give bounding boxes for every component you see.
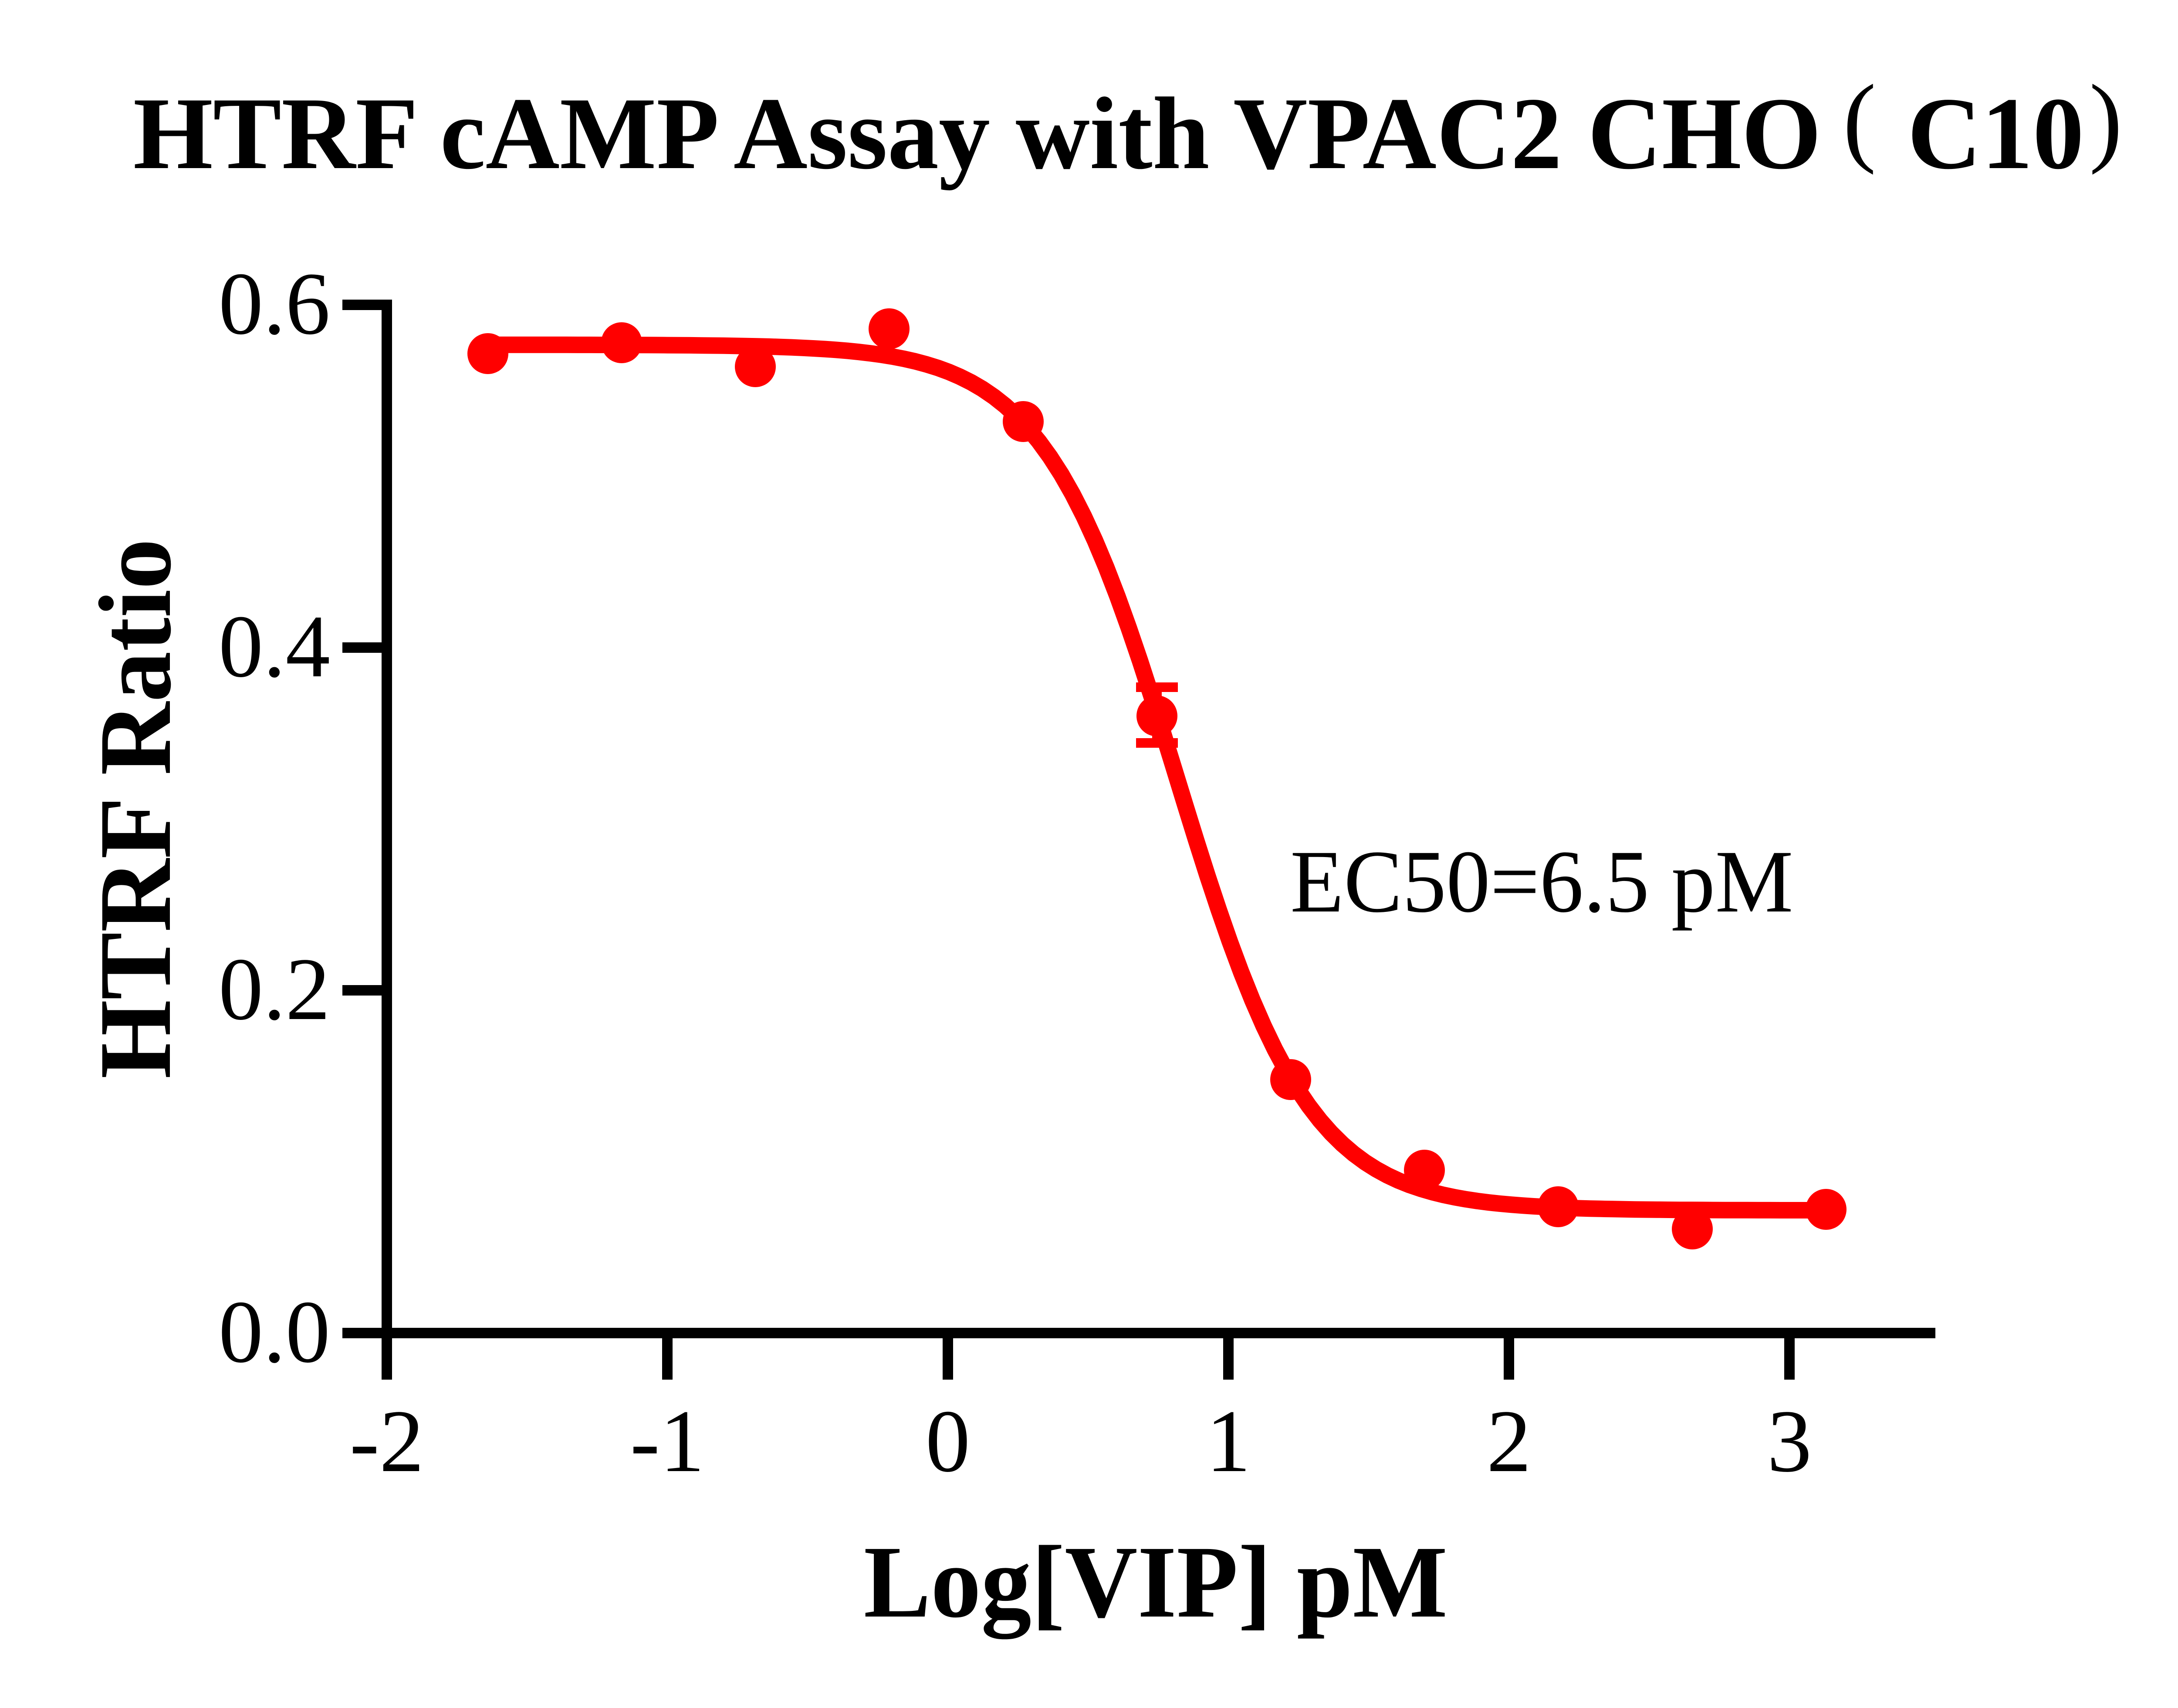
svg-text:HTRF cAMP Assay with VPAC2 CHO: HTRF cAMP Assay with VPAC2 CHO(C10) (133, 64, 2123, 191)
svg-text:Log[VIP] pM: Log[VIP] pM (864, 1525, 1447, 1639)
svg-text:1: 1 (1206, 1392, 1251, 1491)
svg-text:-1: -1 (630, 1392, 705, 1491)
svg-text:0.0: 0.0 (219, 1283, 330, 1381)
svg-text:2: 2 (1487, 1392, 1532, 1491)
svg-text:HTRF Ratio: HTRF Ratio (78, 539, 192, 1079)
svg-text:-2: -2 (350, 1392, 424, 1491)
svg-text:0: 0 (926, 1392, 971, 1491)
svg-text:0.4: 0.4 (219, 597, 330, 696)
svg-text:0.6: 0.6 (219, 254, 330, 353)
svg-text:EC50=6.5 pM: EC50=6.5 pM (1290, 832, 1793, 931)
svg-text:3: 3 (1767, 1392, 1812, 1491)
svg-text:0.2: 0.2 (219, 940, 330, 1039)
